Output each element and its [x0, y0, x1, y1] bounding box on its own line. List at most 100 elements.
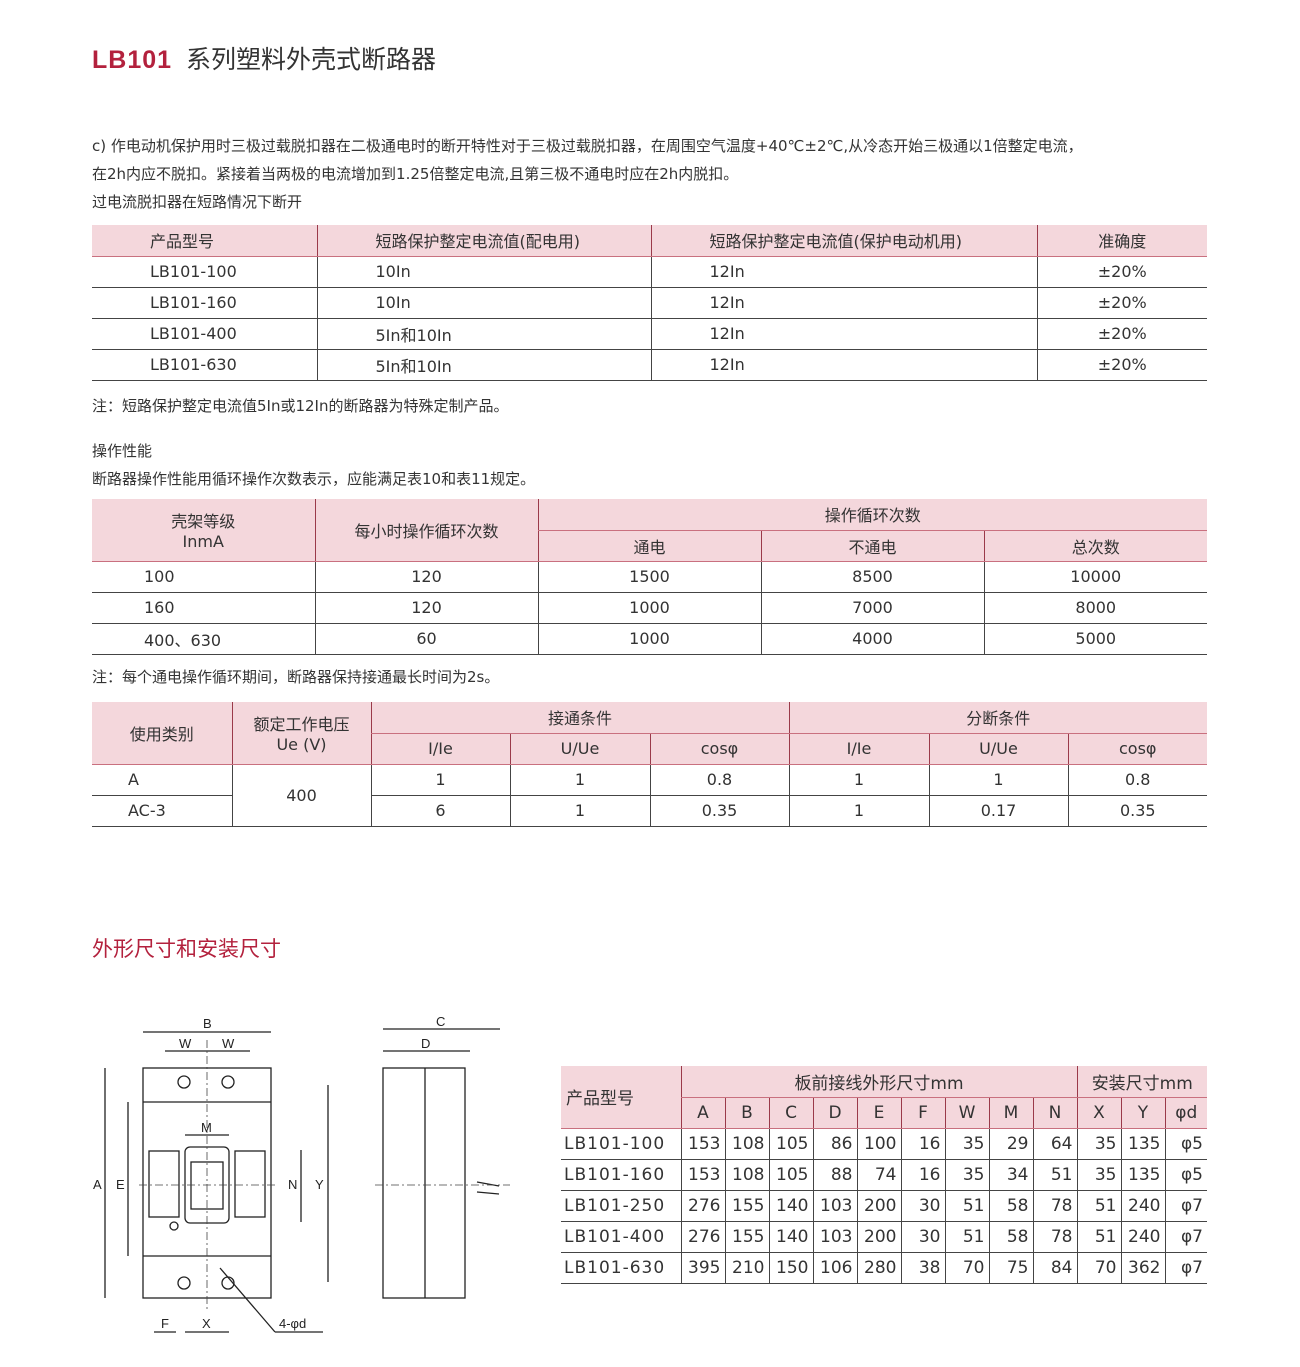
table-cell: 106	[812, 1252, 857, 1284]
table-cell: 34	[988, 1159, 1033, 1191]
label-W2: W	[222, 1036, 235, 1051]
table-cell: 78	[1032, 1190, 1077, 1222]
intro-line-1: c) 作电动机保护用时三极过载脱扣器在二极通电时的断开特性对于三极过载脱扣器，在…	[92, 137, 1083, 155]
table-cell: 103	[812, 1221, 857, 1253]
col-header-make: 接通条件	[370, 702, 789, 734]
table-row: AC-3 6 1 0.35 1 0.17 0.35	[92, 795, 1207, 827]
dimension-drawing: B W W M A E N Y F X 4-φd C D	[93, 1014, 510, 1333]
table-cell: 120	[314, 561, 538, 593]
table-cell: 1000	[537, 592, 761, 624]
table-cell: 58	[988, 1190, 1033, 1222]
table-cell: 160	[92, 592, 315, 624]
table-cell: 10In	[316, 287, 651, 319]
table-cell: 8500	[760, 561, 984, 593]
col-header: 产品型号	[92, 225, 317, 257]
table-cell: 1000	[537, 623, 761, 655]
table-cell: 276	[680, 1221, 725, 1253]
col-header-per-hour: 每小时操作循环次数	[314, 499, 538, 562]
sub-header: cosφ	[1067, 733, 1207, 765]
voltage-cell: 400	[231, 764, 371, 827]
col-header-break: 分断条件	[788, 702, 1207, 734]
table-cell: 5In和10In	[316, 349, 651, 381]
table-cell: LB101-100	[561, 1128, 681, 1160]
table-row: 400、630 60 1000 4000 5000	[92, 623, 1207, 655]
col-header-cycles: 操作循环次数	[537, 499, 1207, 531]
table-cell: 5000	[983, 623, 1207, 655]
table-row: LB101-400 5In和10In 12In ±20%	[92, 318, 1207, 350]
table-cell: 0.35	[649, 795, 789, 827]
table-row: A 400 1 1 0.8 1 1 0.8	[92, 764, 1207, 827]
table-cell: 400、630	[92, 623, 315, 655]
table-cell: 29	[988, 1128, 1033, 1160]
label-N: N	[288, 1177, 297, 1192]
table-cell: φ7	[1164, 1221, 1207, 1253]
table-cell: 35	[944, 1159, 989, 1191]
table-cell: 0.8	[649, 764, 789, 796]
col-header-on: 通电	[537, 530, 761, 562]
table-cell: 35	[944, 1128, 989, 1160]
table-cell: 155	[724, 1190, 769, 1222]
table-cell: 103	[812, 1190, 857, 1222]
sub-header: N	[1032, 1097, 1077, 1129]
table-cell: 108	[724, 1128, 769, 1160]
sub-header: U/Ue	[509, 733, 650, 765]
col-header-off: 不通电	[760, 530, 984, 562]
table-row: LB101-400 276 155 140 103 200 30 51 58 78 51 240 φ7	[561, 1221, 1207, 1253]
table-cell: 86	[812, 1128, 857, 1160]
table-cell: 10000	[983, 561, 1207, 593]
col-header-mount: 安装尺寸mm	[1076, 1066, 1207, 1098]
label-F: F	[161, 1316, 169, 1331]
table-cell: 140	[768, 1190, 813, 1222]
col-header: 短路保护整定电流值(保护电动机用)	[650, 225, 1037, 257]
table-cell: 74	[856, 1159, 901, 1191]
table-cell: A	[92, 764, 232, 796]
table-cell: 7000	[760, 592, 984, 624]
category-table: 使用类别 额定工作电压 Ue (V) 接通条件 分断条件 I/Ie U/Ue cosφ…	[92, 702, 1207, 827]
model-name: LB101	[92, 46, 173, 74]
table-cell: φ7	[1164, 1190, 1207, 1222]
table-row: LB101-100 10In 12In ±20%	[92, 256, 1207, 288]
sub-header: Y	[1120, 1097, 1165, 1129]
table-cell: 0.35	[1067, 795, 1207, 827]
table-cell: φ7	[1164, 1252, 1207, 1284]
table-cell: 276	[680, 1190, 725, 1222]
frame-unit: InmA	[182, 532, 224, 552]
table-cell: LB101-250	[561, 1190, 681, 1222]
table-cell: 280	[856, 1252, 901, 1284]
sub-header: C	[768, 1097, 813, 1129]
table-cell: 64	[1032, 1128, 1077, 1160]
table-cell: 120	[314, 592, 538, 624]
intro-line-3: 过电流脱扣器在短路情况下断开	[92, 193, 303, 211]
col-header-total: 总次数	[983, 530, 1207, 562]
sub-header: φd	[1164, 1097, 1207, 1129]
table-cell: 51	[1076, 1190, 1121, 1222]
table-cell: 240	[1120, 1221, 1165, 1253]
table-cell: 58	[988, 1221, 1033, 1253]
table-cell: 135	[1120, 1159, 1165, 1191]
table-cell: 16	[900, 1159, 945, 1191]
sub-header: cosφ	[649, 733, 789, 765]
table-cell: 135	[1120, 1128, 1165, 1160]
table-cell: 1	[788, 795, 929, 827]
short-circuit-note: 注：短路保护整定电流值5In或12In的断路器为特殊定制产品。	[92, 397, 509, 415]
table-cell: 210	[724, 1252, 769, 1284]
table-cell: 51	[944, 1190, 989, 1222]
table-cell: 70	[944, 1252, 989, 1284]
table-cell: φ5	[1164, 1159, 1207, 1191]
table-cell: LB101-100	[92, 256, 317, 288]
table-cell: 150	[768, 1252, 813, 1284]
sub-header: U/Ue	[928, 733, 1068, 765]
table-row: LB101-630 5In和10In 12In ±20%	[92, 349, 1207, 381]
short-circuit-table: 产品型号 短路保护整定电流值(配电用) 短路保护整定电流值(保护电动机用) 准确度 L…	[92, 225, 1207, 381]
page-title: LB101 系列塑料外壳式断路器	[92, 40, 436, 76]
col-header-voltage: 额定工作电压 Ue (V)	[231, 702, 371, 765]
sub-header: F	[900, 1097, 945, 1129]
sub-header: I/Ie	[788, 733, 929, 765]
table-cell: 38	[900, 1252, 945, 1284]
label-Y: Y	[315, 1177, 324, 1192]
label-A: A	[93, 1177, 102, 1192]
table-row: 160 120 1000 7000 8000	[92, 592, 1207, 624]
sub-header: B	[724, 1097, 769, 1129]
table-cell: 78	[1032, 1221, 1077, 1253]
table-cell: 4000	[760, 623, 984, 655]
